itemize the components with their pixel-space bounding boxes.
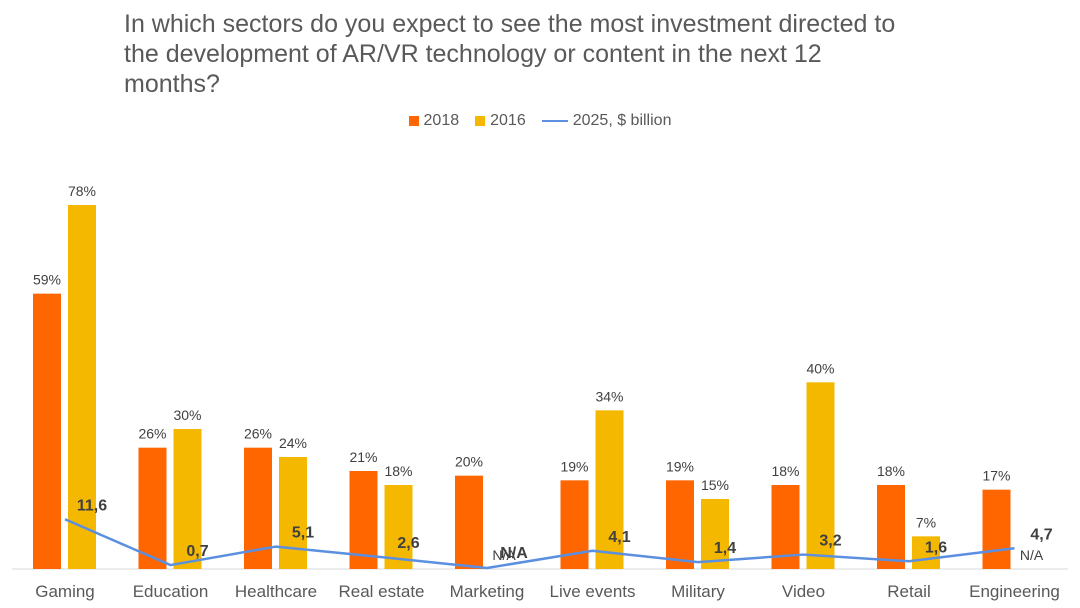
data-label-2016: 18%: [384, 463, 412, 479]
data-label-2016: 34%: [595, 388, 623, 404]
data-label-2018: 21%: [349, 449, 377, 465]
data-label-2016: 30%: [173, 407, 201, 423]
data-label-2025: 4,7: [1030, 526, 1052, 543]
data-label-2025: 1,4: [714, 540, 736, 557]
x-tick-label: Military: [671, 582, 725, 601]
bar-2018: [666, 480, 694, 569]
data-label-2025: N/A: [500, 545, 528, 562]
data-label-2025: 2,6: [397, 535, 419, 552]
legend-swatch-2025: [541, 120, 568, 122]
bar-2016: [806, 382, 835, 569]
bar-2018: [982, 489, 1011, 569]
data-label-2025: 4,1: [608, 529, 630, 546]
x-tick-label: Education: [133, 582, 209, 601]
data-label-2016: 7%: [916, 514, 936, 530]
bar-2016: [701, 499, 729, 569]
data-label-2025: 0,7: [186, 543, 208, 560]
legend-item-2018: 2018: [408, 112, 460, 130]
bar-2016: [384, 485, 413, 569]
bar-2016: [68, 205, 96, 569]
legend-swatch-2016: [475, 116, 486, 126]
x-tick-label: Live events: [550, 582, 636, 601]
line-2025: [64, 518, 1015, 570]
bar-2018: [33, 293, 61, 569]
bar-2018: [138, 447, 167, 569]
data-label-2016: 40%: [806, 360, 834, 376]
x-tick-label: Engineering: [969, 582, 1060, 601]
bar-2018: [455, 475, 483, 569]
legend-label-2016: 2016: [490, 112, 526, 129]
chart-title: In which sectors do you expect to see th…: [124, 10, 896, 98]
legend-label-2025: 2025, $ billion: [572, 112, 672, 129]
legend-item-2016: 2016: [475, 112, 526, 130]
chart-legend: 2018 2016 2025, $ billion: [0, 112, 1080, 130]
bar-2016: [279, 457, 307, 569]
x-tick-label: Healthcare: [235, 582, 317, 601]
data-label-2016: 78%: [68, 183, 96, 199]
data-label-2016-na: N/A: [492, 547, 516, 563]
legend-label-2018: 2018: [423, 112, 460, 129]
bar-2016: [595, 410, 624, 569]
data-label-2018: 19%: [560, 458, 588, 474]
bar-2016: [173, 429, 202, 569]
data-label-2016: 24%: [279, 435, 307, 451]
legend-swatch-2018: [408, 116, 419, 126]
x-tick-label: Gaming: [35, 582, 95, 601]
data-label-2018: 18%: [877, 463, 905, 479]
legend-item-2025: 2025, $ billion: [541, 112, 672, 130]
data-label-2018: 17%: [982, 468, 1010, 484]
data-label-2018: 18%: [771, 463, 799, 479]
data-label-2018: 19%: [666, 458, 694, 474]
bar-2018: [349, 471, 378, 569]
bar-2016: [912, 536, 940, 569]
data-label-2025: 11,6: [77, 497, 107, 514]
data-label-2018: 20%: [455, 454, 483, 470]
x-tick-label: Video: [782, 582, 825, 601]
data-label-2016: 15%: [701, 477, 729, 493]
x-tick-label: Real estate: [339, 582, 425, 601]
bar-2018: [877, 485, 905, 569]
data-label-2025: 5,1: [292, 525, 314, 542]
data-label-2025: 1,6: [925, 539, 947, 556]
data-label-2018: 59%: [33, 272, 61, 288]
data-label-2025: 3,2: [819, 533, 841, 550]
x-tick-label: Retail: [887, 582, 930, 601]
data-label-2018: 26%: [138, 426, 166, 442]
data-label-2016-na: N/A: [1020, 547, 1044, 563]
data-label-2018: 26%: [244, 426, 272, 442]
x-tick-label: Marketing: [450, 582, 525, 601]
